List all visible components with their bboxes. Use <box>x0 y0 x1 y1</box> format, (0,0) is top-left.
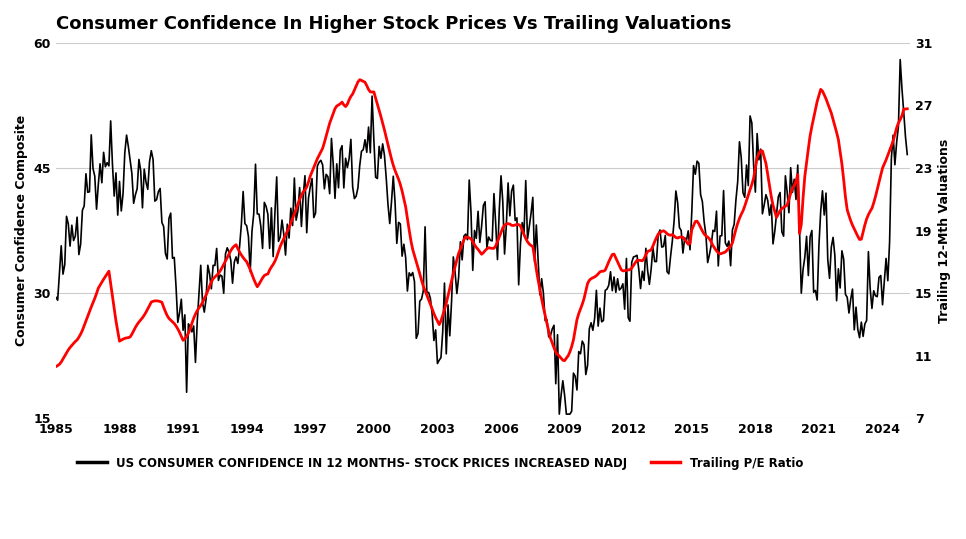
Text: Consumer Confidence In Higher Stock Prices Vs Trailing Valuations: Consumer Confidence In Higher Stock Pric… <box>56 15 731 33</box>
Y-axis label: Consumer Confidence Composite: Consumer Confidence Composite <box>15 115 28 346</box>
Y-axis label: Trailing 12-Mth Valuations: Trailing 12-Mth Valuations <box>938 139 951 323</box>
Legend: US CONSUMER CONFIDENCE IN 12 MONTHS- STOCK PRICES INCREASED NADJ, Trailing P/E R: US CONSUMER CONFIDENCE IN 12 MONTHS- STO… <box>72 452 808 474</box>
